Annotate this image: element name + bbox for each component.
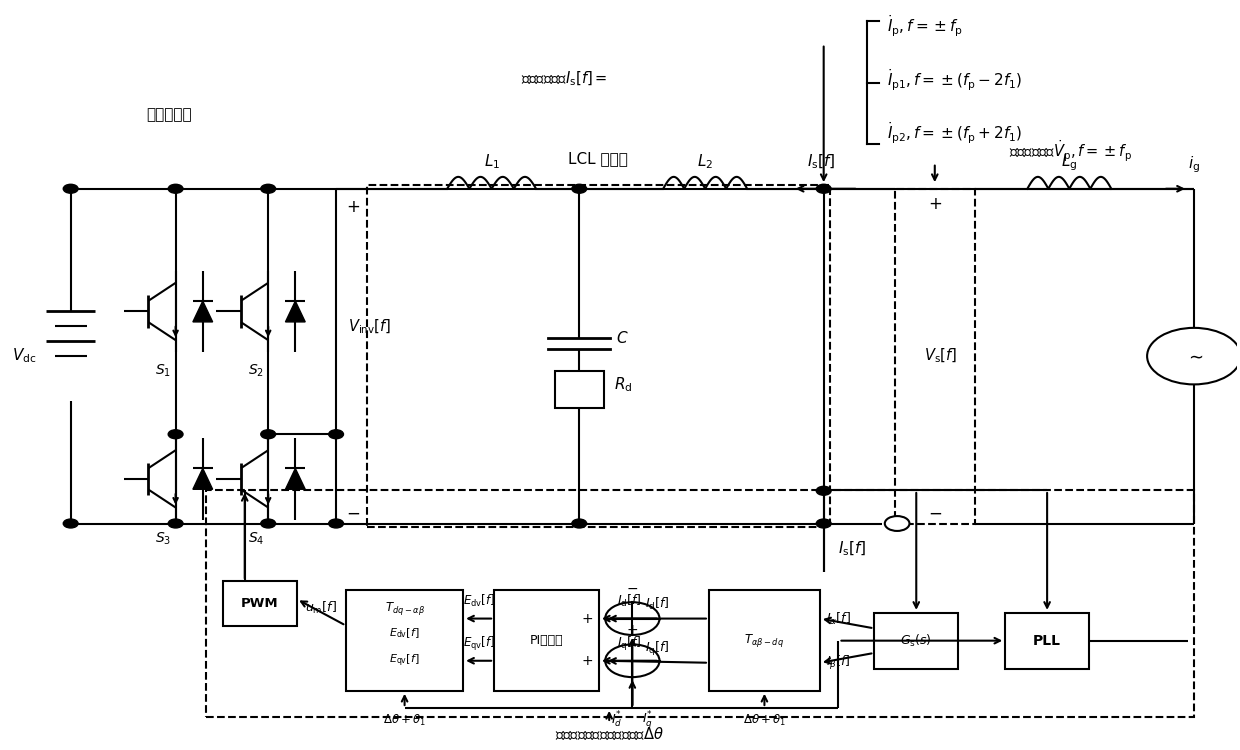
Circle shape [816, 486, 831, 495]
Text: $I_{\mathrm{d}}[f]$: $I_{\mathrm{d}}[f]$ [645, 596, 670, 611]
Text: $S_3$: $S_3$ [155, 530, 171, 547]
Text: $S_1$: $S_1$ [155, 363, 171, 380]
Circle shape [572, 184, 587, 194]
Text: $E_{\mathrm{qv}}[f]$: $E_{\mathrm{qv}}[f]$ [389, 652, 420, 669]
Text: $\dot{I}_{\mathrm{p2}},f=\pm(f_{\mathrm{p}}+2f_1)$: $\dot{I}_{\mathrm{p2}},f=\pm(f_{\mathrm{… [887, 121, 1022, 146]
FancyBboxPatch shape [709, 590, 820, 691]
Text: $I_{\mathrm{d}}[f]$: $I_{\mathrm{d}}[f]$ [618, 593, 641, 609]
Circle shape [329, 519, 343, 528]
Text: +: + [928, 195, 941, 213]
Text: $-$: $-$ [346, 503, 360, 521]
Circle shape [63, 184, 78, 194]
Circle shape [885, 516, 909, 531]
Polygon shape [193, 301, 212, 322]
Text: 注入扰动电压$\dot{V}_{\mathrm{p}},f=\pm f_{\mathrm{p}}$: 注入扰动电压$\dot{V}_{\mathrm{p}},f=\pm f_{\ma… [1009, 139, 1132, 164]
Text: $\sim$: $\sim$ [1184, 347, 1203, 365]
Text: $i_{\mathrm{g}}$: $i_{\mathrm{g}}$ [1188, 154, 1200, 175]
Polygon shape [285, 469, 305, 489]
Text: $E_{\mathrm{dv}}[f]$: $E_{\mathrm{dv}}[f]$ [389, 626, 420, 640]
Text: $I_{q}^{*}$: $I_{q}^{*}$ [642, 710, 653, 731]
Circle shape [169, 184, 184, 194]
Text: $S_4$: $S_4$ [248, 530, 264, 547]
Text: +: + [582, 611, 593, 626]
Text: $\Delta\theta+\theta_1$: $\Delta\theta+\theta_1$ [383, 712, 427, 728]
Text: LCL 滤波器: LCL 滤波器 [568, 151, 629, 166]
Text: $I_{\mathrm{s}}[f]$: $I_{\mathrm{s}}[f]$ [838, 539, 867, 558]
Circle shape [260, 519, 275, 528]
FancyBboxPatch shape [554, 371, 604, 408]
Text: $L_{\mathrm{g}}$: $L_{\mathrm{g}}$ [1061, 152, 1078, 173]
Circle shape [1147, 328, 1240, 385]
Polygon shape [285, 301, 305, 322]
Text: $L_1$: $L_1$ [484, 152, 500, 171]
Circle shape [169, 519, 184, 528]
FancyBboxPatch shape [1006, 613, 1089, 668]
Text: $E_{\mathrm{dv}}[f]$: $E_{\mathrm{dv}}[f]$ [463, 593, 495, 609]
Text: +: + [626, 623, 639, 637]
Text: $T_{dq-\alpha\beta}$: $T_{dq-\alpha\beta}$ [384, 600, 424, 617]
Text: $\Delta\theta+\theta_1$: $\Delta\theta+\theta_1$ [743, 712, 786, 728]
Circle shape [605, 644, 660, 677]
Text: $V_{\mathrm{inv}}[f]$: $V_{\mathrm{inv}}[f]$ [348, 317, 392, 335]
Text: $I_{\mathrm{s}}[f]$: $I_{\mathrm{s}}[f]$ [807, 153, 836, 171]
Text: $I_{\mathrm{q}}[f]$: $I_{\mathrm{q}}[f]$ [645, 640, 670, 658]
FancyBboxPatch shape [222, 581, 296, 626]
Circle shape [816, 519, 831, 528]
Text: $S_2$: $S_2$ [248, 363, 264, 380]
Circle shape [260, 184, 275, 194]
Text: $V_{\mathrm{s}}[f]$: $V_{\mathrm{s}}[f]$ [924, 347, 957, 365]
Polygon shape [193, 469, 212, 489]
Text: $I_{\alpha}[f]$: $I_{\alpha}[f]$ [826, 610, 851, 626]
Text: $u_{\mathrm{m}}[f]$: $u_{\mathrm{m}}[f]$ [305, 600, 337, 616]
Text: $L_2$: $L_2$ [697, 152, 713, 171]
Text: $-$: $-$ [928, 503, 942, 521]
Text: $\dot{I}_{\mathrm{p}},f=\pm f_{\mathrm{p}}$: $\dot{I}_{\mathrm{p}},f=\pm f_{\mathrm{p… [887, 13, 962, 39]
Text: $C$: $C$ [616, 330, 629, 346]
Text: 全桥逆变器: 全桥逆变器 [146, 106, 192, 122]
Text: +: + [582, 654, 593, 668]
Text: $I_{d}^{*}$: $I_{d}^{*}$ [611, 710, 622, 730]
Text: $I_{\beta}[f]$: $I_{\beta}[f]$ [826, 654, 851, 672]
Text: $\dot{I}_{\mathrm{p1}},f=\pm(f_{\mathrm{p}}-2f_1)$: $\dot{I}_{\mathrm{p1}},f=\pm(f_{\mathrm{… [887, 68, 1022, 93]
Text: 产生响应电流$I_{\mathrm{s}}[f]=$: 产生响应电流$I_{\mathrm{s}}[f]=$ [521, 70, 608, 88]
FancyBboxPatch shape [874, 613, 959, 668]
Circle shape [63, 519, 78, 528]
Circle shape [260, 430, 275, 439]
Text: $-$: $-$ [626, 580, 639, 595]
Text: $I_{\mathrm{q}}[f]$: $I_{\mathrm{q}}[f]$ [618, 635, 641, 653]
Text: +: + [346, 198, 360, 216]
Text: PLL: PLL [1033, 634, 1061, 648]
Text: $V_{\mathrm{dc}}$: $V_{\mathrm{dc}}$ [11, 346, 36, 365]
Text: $G_{\mathrm{s}}(s)$: $G_{\mathrm{s}}(s)$ [900, 632, 932, 649]
Text: $E_{\mathrm{qv}}[f]$: $E_{\mathrm{qv}}[f]$ [463, 635, 495, 653]
Text: 由扰动电压产生的相角偏差$\Delta\theta$: 由扰动电压产生的相角偏差$\Delta\theta$ [554, 726, 663, 742]
Text: $T_{\alpha\beta-dq}$: $T_{\alpha\beta-dq}$ [744, 632, 785, 650]
Circle shape [329, 430, 343, 439]
Circle shape [572, 519, 587, 528]
Text: PWM: PWM [241, 597, 278, 610]
Circle shape [605, 602, 660, 635]
Circle shape [816, 184, 831, 194]
FancyBboxPatch shape [346, 590, 464, 691]
Text: $R_{\mathrm{d}}$: $R_{\mathrm{d}}$ [614, 376, 632, 394]
Text: PI控制器: PI控制器 [529, 634, 563, 647]
Circle shape [169, 430, 184, 439]
FancyBboxPatch shape [494, 590, 599, 691]
